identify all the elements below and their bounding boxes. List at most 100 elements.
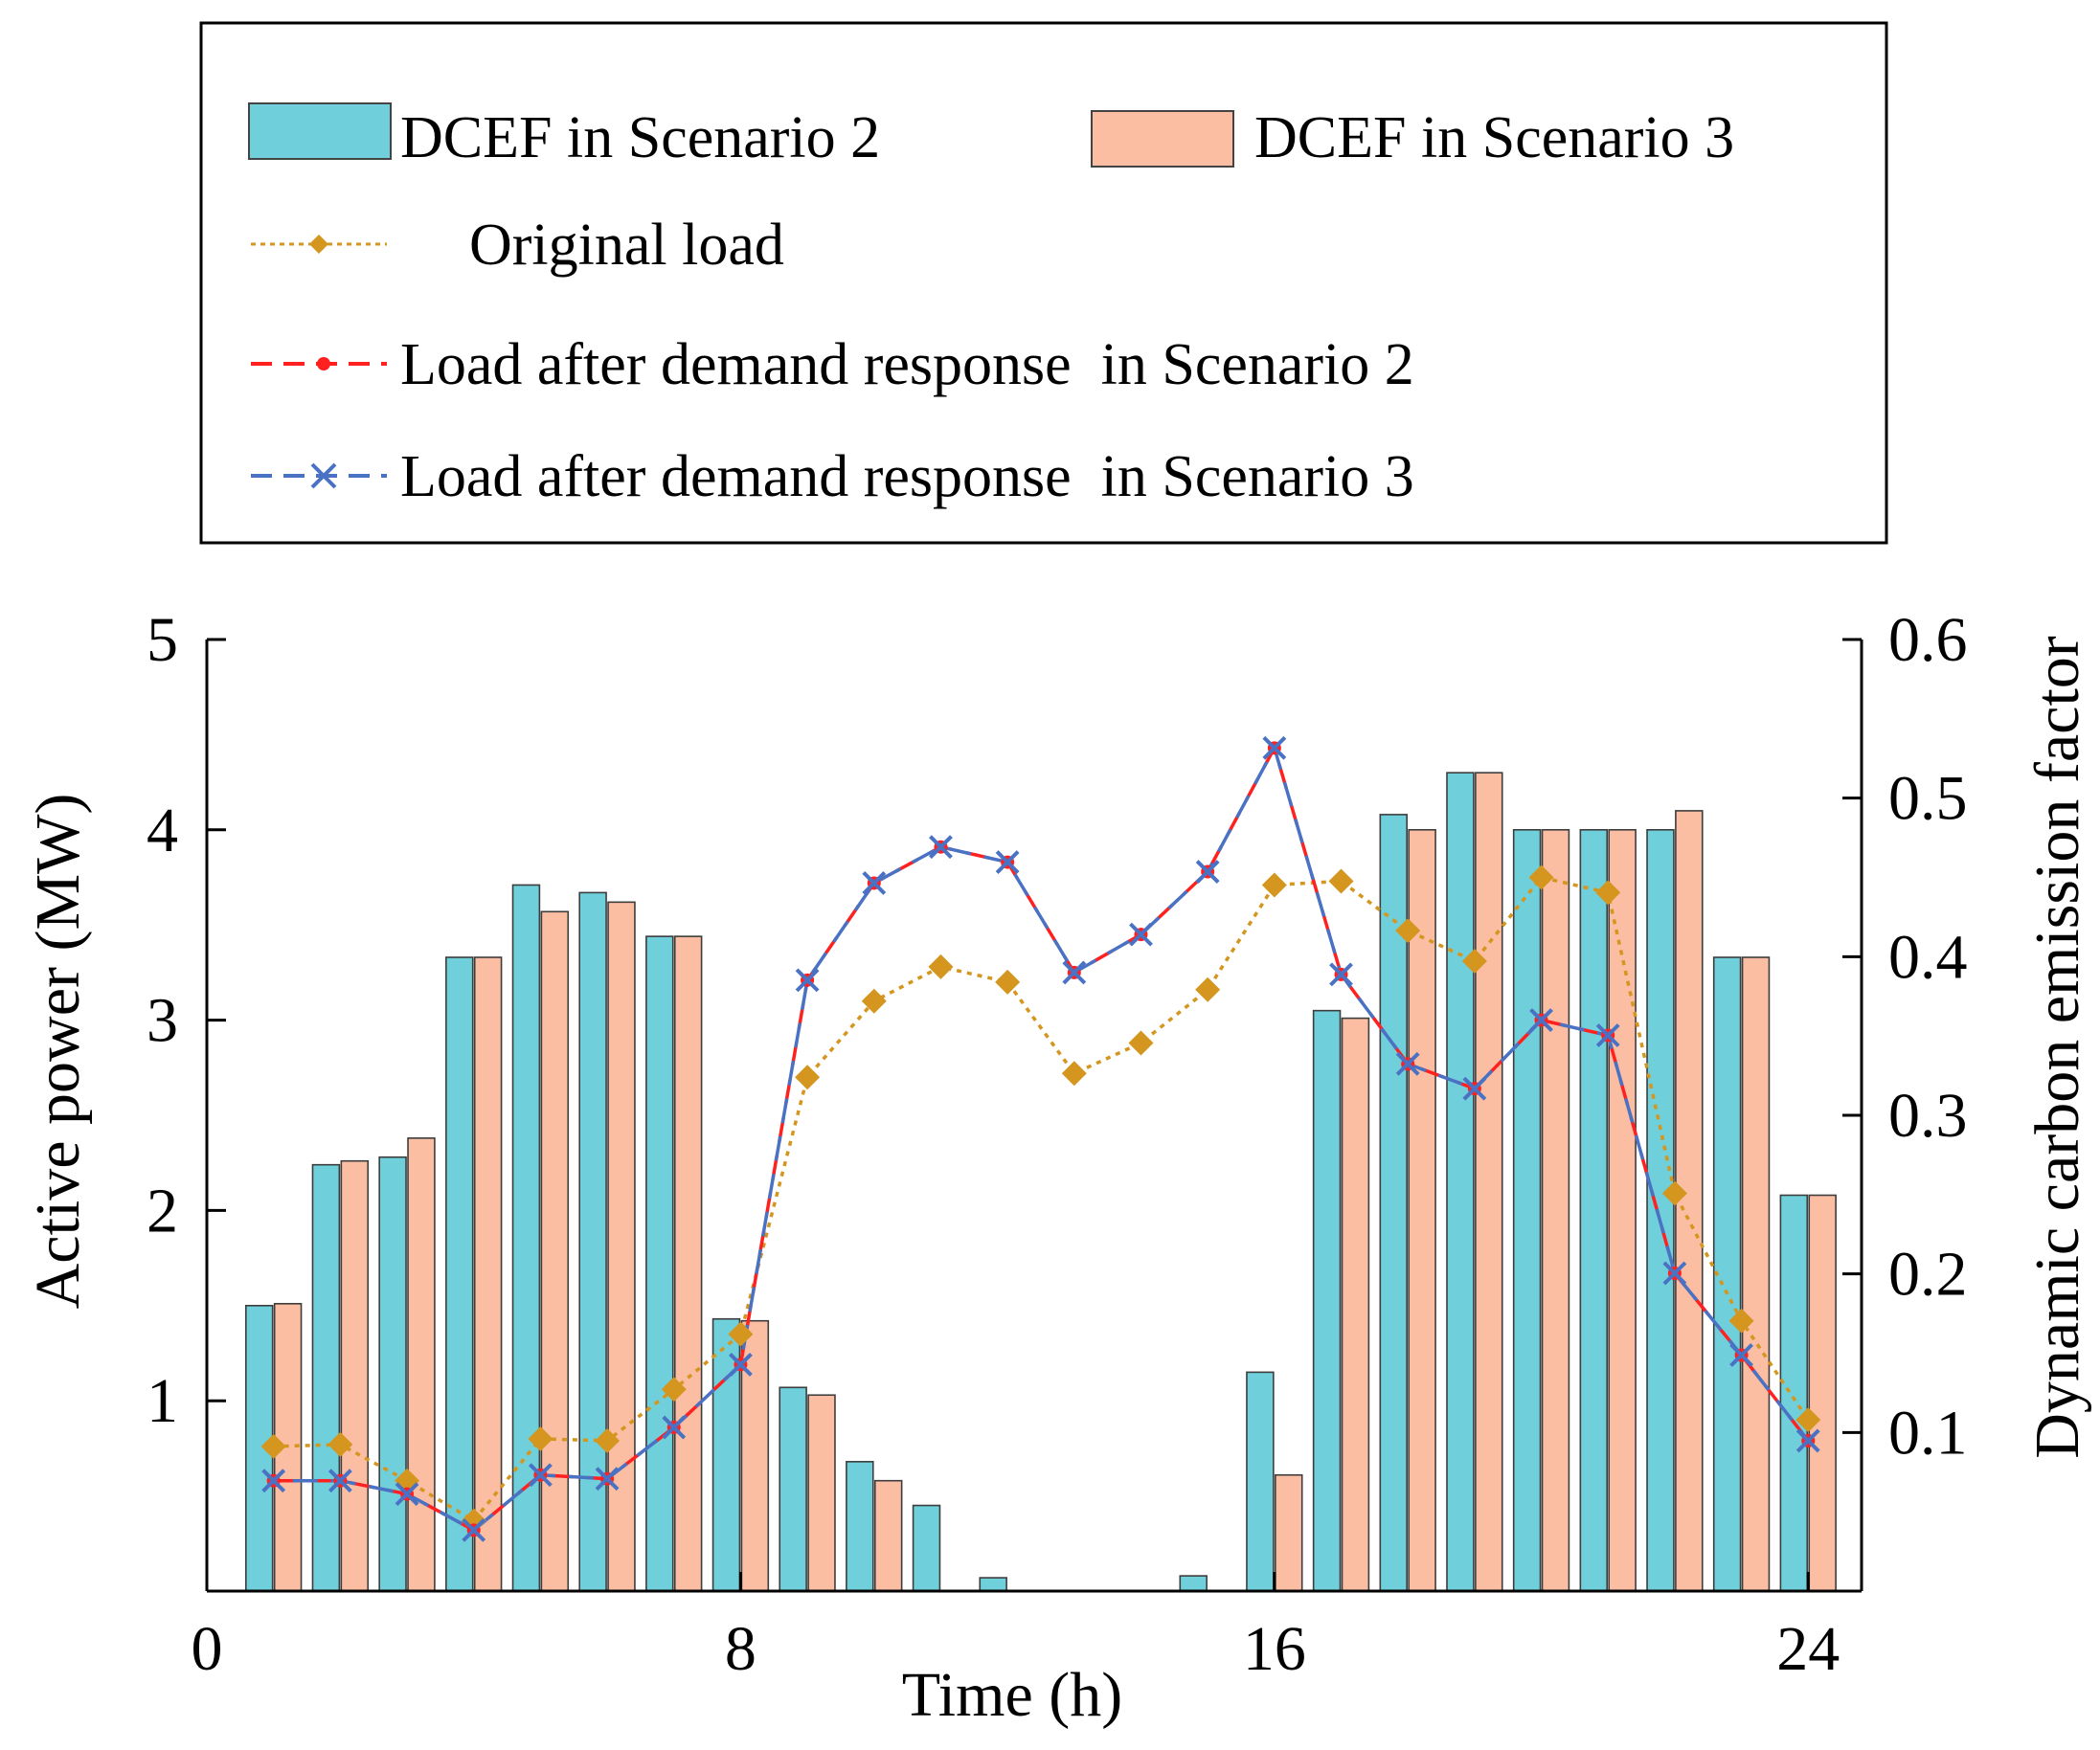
marker-original-h8 <box>728 1321 754 1347</box>
bar-s2-h21 <box>1579 828 1609 1592</box>
bar-s2-h23 <box>1712 956 1742 1592</box>
plot-area: 1 2 3 4 5 0.1 0.2 0.3 0.4 0.5 0.6 0 8 16 24 <box>147 605 1968 1684</box>
y-tick-label: 1 <box>147 1366 178 1436</box>
y2-tick-label: 0.1 <box>1888 1398 1968 1468</box>
bar-s2-h12 <box>979 1577 1007 1592</box>
bar-s3-h21 <box>1608 828 1637 1592</box>
line-series-1 <box>273 875 1810 1523</box>
bar-s3-h17 <box>1341 1017 1370 1592</box>
y-tick-label: 4 <box>147 796 178 865</box>
marker-dr-s3-h9 <box>795 968 820 993</box>
marker-dr-s3-h21 <box>1595 1023 1620 1047</box>
y-tick-label: 2 <box>147 1176 178 1245</box>
marker-dr-s3-h7 <box>662 1415 687 1440</box>
legend-frame <box>199 21 1888 545</box>
marker-original-h2 <box>327 1431 353 1457</box>
marker-dr-s3-h2 <box>327 1469 352 1493</box>
marker-original-h12 <box>995 969 1021 995</box>
marker-original-h7 <box>661 1377 687 1402</box>
y2-axis-label: Dynamic carbon emission factor <box>2022 636 2092 1459</box>
bar-s3-h7 <box>673 935 703 1592</box>
marker-dr-s3-h24 <box>1795 1428 1820 1453</box>
legend-label-load-dr-s2: Load after demand response in Scenario 2 <box>400 332 1414 397</box>
marker-dr-s3-h17 <box>1329 962 1353 987</box>
bar-s2-h11 <box>912 1504 941 1592</box>
marker-original-h5 <box>528 1425 553 1451</box>
bar-s3-h24 <box>1808 1194 1837 1592</box>
marker-original-h17 <box>1328 868 1354 894</box>
legend-label-dcef-s3: DCEF in Scenario 3 <box>1254 105 1734 170</box>
bar-s2-h22 <box>1646 828 1675 1592</box>
bar-s2-h2 <box>311 1163 341 1592</box>
marker-dr-s3-h16 <box>1262 735 1287 760</box>
marker-original-h1 <box>260 1433 286 1459</box>
bar-s3-h6 <box>607 901 636 1592</box>
bar-s3-h16 <box>1275 1473 1303 1592</box>
y2-tick-label: 0.3 <box>1888 1081 1968 1151</box>
marker-original-h6 <box>595 1427 621 1453</box>
marker-original-h24 <box>1795 1407 1821 1433</box>
bar-s2-h18 <box>1379 814 1408 1592</box>
marker-dr-s3-h13 <box>1062 960 1087 985</box>
y2-tick-label: 0.5 <box>1888 764 1968 834</box>
y-tick-label: 3 <box>147 986 178 1056</box>
marker-original-h18 <box>1395 918 1421 944</box>
marker-original-h15 <box>1195 976 1221 1002</box>
x-tick-label: 0 <box>192 1614 223 1684</box>
marker-original-h23 <box>1728 1308 1754 1334</box>
marker-dr-s3-h14 <box>1129 922 1153 947</box>
bar-s2-h9 <box>779 1386 807 1592</box>
legend-label-load-dr-s3: Load after demand response in Scenario 3 <box>400 444 1414 509</box>
legend-sample-load-dr-s3 <box>251 462 387 489</box>
bar-s2-h24 <box>1779 1194 1809 1592</box>
marker-dr-s3-h1 <box>261 1469 286 1493</box>
marker-dr-s3-h5 <box>528 1463 553 1488</box>
bar-s2-h15 <box>1179 1575 1208 1592</box>
legend-label-dcef-s2: DCEF in Scenario 2 <box>400 105 880 170</box>
x-tick-label: 24 <box>1776 1614 1840 1684</box>
bar-s2-h7 <box>645 935 674 1592</box>
marker-original-h14 <box>1128 1030 1154 1056</box>
marker-dr-s3-h11 <box>929 835 953 860</box>
bar-s3-h5 <box>540 910 570 1592</box>
legend-sample-load-dr-s2 <box>251 357 387 370</box>
bar-s3-h22 <box>1675 810 1704 1592</box>
marker-original-h21 <box>1595 880 1621 906</box>
marker-dr-s3-h18 <box>1395 1051 1420 1076</box>
marker-original-h4 <box>461 1508 486 1534</box>
bar-s3-h9 <box>807 1394 836 1592</box>
legend-swatch-dcef-s2 <box>248 102 392 160</box>
bar-s3-h23 <box>1741 956 1771 1592</box>
bar-s3-h18 <box>1408 828 1436 1592</box>
bar-s2-h16 <box>1246 1371 1275 1592</box>
bar-s3-h20 <box>1541 828 1570 1592</box>
y2-tick-label: 0.4 <box>1888 922 1968 992</box>
legend-label-original-load: Original load <box>469 213 784 278</box>
marker-dr-s3-h10 <box>862 871 887 895</box>
marker-original-h19 <box>1461 948 1487 974</box>
line-series-2 <box>273 743 1810 1533</box>
x-tick-label: 16 <box>1243 1614 1306 1684</box>
marker-original-h20 <box>1528 864 1554 890</box>
y2-tick-label: 0.2 <box>1888 1240 1968 1310</box>
y2-tick-label: 0.6 <box>1888 605 1968 675</box>
legend-sample-original-load <box>251 235 387 254</box>
marker-dr-s3-h22 <box>1662 1261 1687 1286</box>
marker-dr-s3-h20 <box>1529 1008 1553 1033</box>
marker-dr-s3-h19 <box>1462 1076 1487 1101</box>
marker-dr-s3-h23 <box>1729 1343 1753 1367</box>
y-tick-label: 5 <box>147 605 178 675</box>
y-axis-label: Active power (MW) <box>23 794 93 1310</box>
marker-dr-s3-h12 <box>995 850 1020 875</box>
bar-s3-h2 <box>340 1159 370 1592</box>
marker-original-h9 <box>795 1065 821 1090</box>
marker-original-h16 <box>1261 872 1287 898</box>
bar-s2-h19 <box>1446 772 1475 1592</box>
marker-dr-s3-h3 <box>395 1482 419 1507</box>
bar-s3-h3 <box>407 1137 436 1592</box>
marker-original-h11 <box>928 954 954 979</box>
marker-original-h22 <box>1661 1180 1687 1206</box>
x-axis-label: Time (h) <box>902 1660 1122 1730</box>
marker-dr-s3-h8 <box>729 1353 753 1377</box>
